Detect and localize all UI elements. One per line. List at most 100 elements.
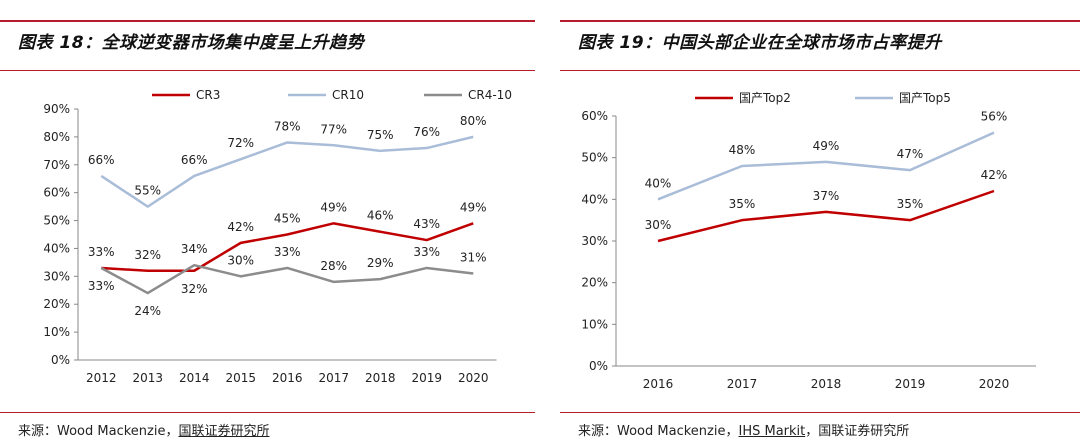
data-point xyxy=(379,278,382,281)
data-point xyxy=(146,292,149,295)
data-point xyxy=(286,233,289,236)
source-wood-mackenzie: Wood Mackenzie xyxy=(617,424,726,439)
source-guolian: 国联证券研究所 xyxy=(818,424,910,439)
data-point xyxy=(332,144,335,147)
y-tick-label: 40% xyxy=(43,241,70,255)
data-label: 77% xyxy=(320,122,347,136)
data-point xyxy=(193,269,196,272)
data-label: 42% xyxy=(981,168,1008,182)
data-point xyxy=(239,275,242,278)
data-label: 76% xyxy=(413,125,440,139)
x-tick-label: 2019 xyxy=(411,371,442,385)
data-point xyxy=(741,165,744,168)
source-comma: ， xyxy=(805,424,819,439)
data-point xyxy=(100,174,103,177)
y-tick-label: 60% xyxy=(581,109,608,123)
legend-label: 国产Top5 xyxy=(899,91,951,105)
data-point xyxy=(332,222,335,225)
figure-18-panel: 图表 18：全球逆变器市场集中度呈上升趋势 0% 10% 20% 30% 40% 50% 6… xyxy=(0,0,535,442)
x-tick-label: 2015 xyxy=(225,371,256,385)
series-line xyxy=(657,189,995,243)
data-label: 49% xyxy=(320,200,347,214)
series-line xyxy=(100,135,474,208)
top-rule xyxy=(560,20,1080,22)
data-point xyxy=(146,269,149,272)
data-label: 45% xyxy=(274,212,301,226)
x-tick-label: 2017 xyxy=(727,377,758,391)
data-point xyxy=(286,141,289,144)
data-label: 37% xyxy=(813,189,840,203)
data-label: 66% xyxy=(88,153,115,167)
bottom-rule xyxy=(560,412,1080,413)
data-point xyxy=(657,240,660,243)
y-tick-label: 20% xyxy=(581,276,608,290)
x-tick-label: 2019 xyxy=(895,377,926,391)
data-label: 75% xyxy=(367,128,394,142)
data-label: 33% xyxy=(413,245,440,259)
figure-19-title: 图表 19：中国头部企业在全球市场市占率提升 xyxy=(578,33,942,53)
data-label: 32% xyxy=(181,282,208,296)
source-ihs-markit: IHS Markit xyxy=(738,424,806,439)
data-label: 33% xyxy=(88,279,115,293)
data-label: 34% xyxy=(181,242,208,256)
legend-label: 国产Top2 xyxy=(739,91,791,105)
y-tick-label: 80% xyxy=(43,130,70,144)
source-comma: ， xyxy=(725,424,739,439)
y-tick-label: 30% xyxy=(43,269,70,283)
data-label: 47% xyxy=(897,147,924,161)
y-tick-label: 50% xyxy=(43,214,70,228)
data-label: 80% xyxy=(460,114,487,128)
figure-18-source: 来源：Wood Mackenzie，国联证券研究所 xyxy=(18,420,270,439)
legend-label: CR10 xyxy=(332,88,364,102)
title-rule xyxy=(560,70,1080,71)
y-tick-label: 0% xyxy=(589,359,608,373)
source-comma: ， xyxy=(165,424,179,439)
data-label: 35% xyxy=(729,197,756,211)
data-label: 66% xyxy=(181,153,208,167)
x-tick-label: 2018 xyxy=(365,371,396,385)
data-point xyxy=(741,219,744,222)
y-tick-label: 60% xyxy=(43,186,70,200)
data-point xyxy=(100,266,103,269)
data-label: 32% xyxy=(134,248,161,262)
x-tick-label: 2016 xyxy=(272,371,303,385)
x-tick-label: 2020 xyxy=(979,377,1010,391)
data-point xyxy=(825,160,828,163)
y-tick-label: 0% xyxy=(51,353,70,367)
data-point xyxy=(657,198,660,201)
source-prefix: 来源： xyxy=(18,424,58,439)
source-wood-mackenzie: Wood Mackenzie xyxy=(57,424,166,439)
data-point xyxy=(472,135,475,138)
data-point xyxy=(379,230,382,233)
data-label: 49% xyxy=(813,139,840,153)
data-point xyxy=(825,210,828,213)
figure-19-chart: 0% 10% 20% 30% 40% 50% 60% 2016 2017 2018 2019 2020… xyxy=(581,91,1036,391)
x-tick-label: 2014 xyxy=(179,371,210,385)
y-tick-label: 10% xyxy=(581,317,608,331)
data-point xyxy=(286,266,289,269)
figure-19-panel: 图表 19：中国头部企业在全球市场市占率提升 0% 10% 20% 30% 40% 50%… xyxy=(560,0,1080,442)
data-label: 33% xyxy=(274,245,301,259)
data-label: 30% xyxy=(227,253,254,267)
data-point xyxy=(993,131,996,134)
y-tick-label: 40% xyxy=(581,192,608,206)
x-tick-label: 2012 xyxy=(86,371,117,385)
series-line xyxy=(657,131,995,201)
data-label: 42% xyxy=(227,220,254,234)
source-prefix: 来源： xyxy=(578,424,618,439)
y-tick-label: 20% xyxy=(43,297,70,311)
data-point xyxy=(425,266,428,269)
figure-18-chart: 0% 10% 20% 30% 40% 50% 60% 70% 80% 90% 2012 2013 201… xyxy=(43,88,512,385)
data-label: 24% xyxy=(134,304,161,318)
title-rule xyxy=(0,70,535,71)
legend-label: CR3 xyxy=(196,88,220,102)
data-point xyxy=(146,205,149,208)
data-point xyxy=(472,272,475,275)
x-tick-label: 2018 xyxy=(811,377,842,391)
data-label: 56% xyxy=(981,110,1008,124)
data-label: 72% xyxy=(227,136,254,150)
source-guolian: 国联证券研究所 xyxy=(178,424,270,439)
data-label: 55% xyxy=(134,184,161,198)
series-line xyxy=(100,263,474,295)
data-point xyxy=(472,222,475,225)
